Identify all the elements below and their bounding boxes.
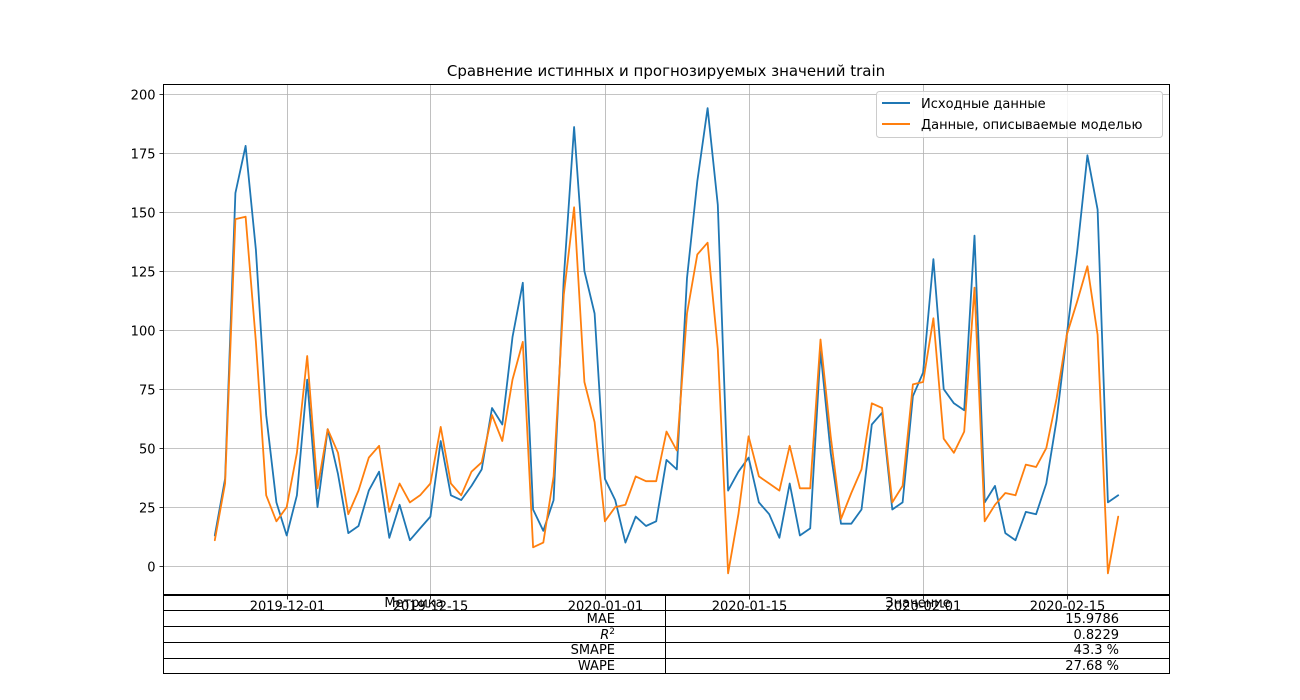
legend-box	[876, 91, 1163, 138]
y-axis: 0 25 50 75 100 125 150 175 200	[131, 89, 164, 576]
table-cell-metric: SMAPE	[571, 643, 615, 658]
y-tick-label: 150	[131, 207, 156, 222]
y-tick-label: 75	[139, 384, 156, 399]
plot-frame	[163, 84, 1170, 595]
table-cell-value: 0.8229	[1074, 628, 1120, 643]
table-cell-metric: MAE	[587, 612, 615, 627]
y-tick-label: 50	[139, 443, 156, 458]
y-tick-label: 25	[139, 502, 156, 517]
legend: Исходные данные Данные, описываемые моде…	[876, 91, 1163, 138]
table-cell-value: 43.3 %	[1074, 643, 1119, 658]
x-tick-label: 2019-12-01	[250, 600, 326, 615]
table-cell-value: 27.68 %	[1065, 659, 1119, 674]
table-cell-metric: WAPE	[578, 659, 615, 674]
table-header-value: Значение	[885, 596, 950, 611]
y-tick-label: 200	[131, 89, 156, 104]
y-tick-label: 125	[131, 266, 156, 281]
table-header-metric: Метрика	[384, 596, 443, 611]
chart-title: Сравнение истинных и прогнозируемых знач…	[447, 62, 885, 80]
legend-label-original: Исходные данные	[921, 97, 1046, 112]
y-tick-label: 0	[147, 561, 155, 576]
y-tick-label: 100	[131, 325, 156, 340]
series-line-original	[213, 107, 1120, 544]
metrics-table: Метрика Значение MAE 15.9786 R2 0.8229 S…	[163, 595, 1170, 674]
plot-lines	[213, 107, 1120, 575]
table-row: WAPE 27.68 %	[163, 658, 1170, 674]
legend-label-model: Данные, описываемые моделью	[921, 118, 1143, 133]
series-line-model	[213, 206, 1120, 575]
x-tick-label: 2020-01-15	[712, 600, 788, 615]
table-cell-value: 15.9786	[1065, 612, 1119, 627]
table-cell-metric: R2	[600, 627, 615, 643]
y-tick-label: 175	[131, 148, 156, 163]
